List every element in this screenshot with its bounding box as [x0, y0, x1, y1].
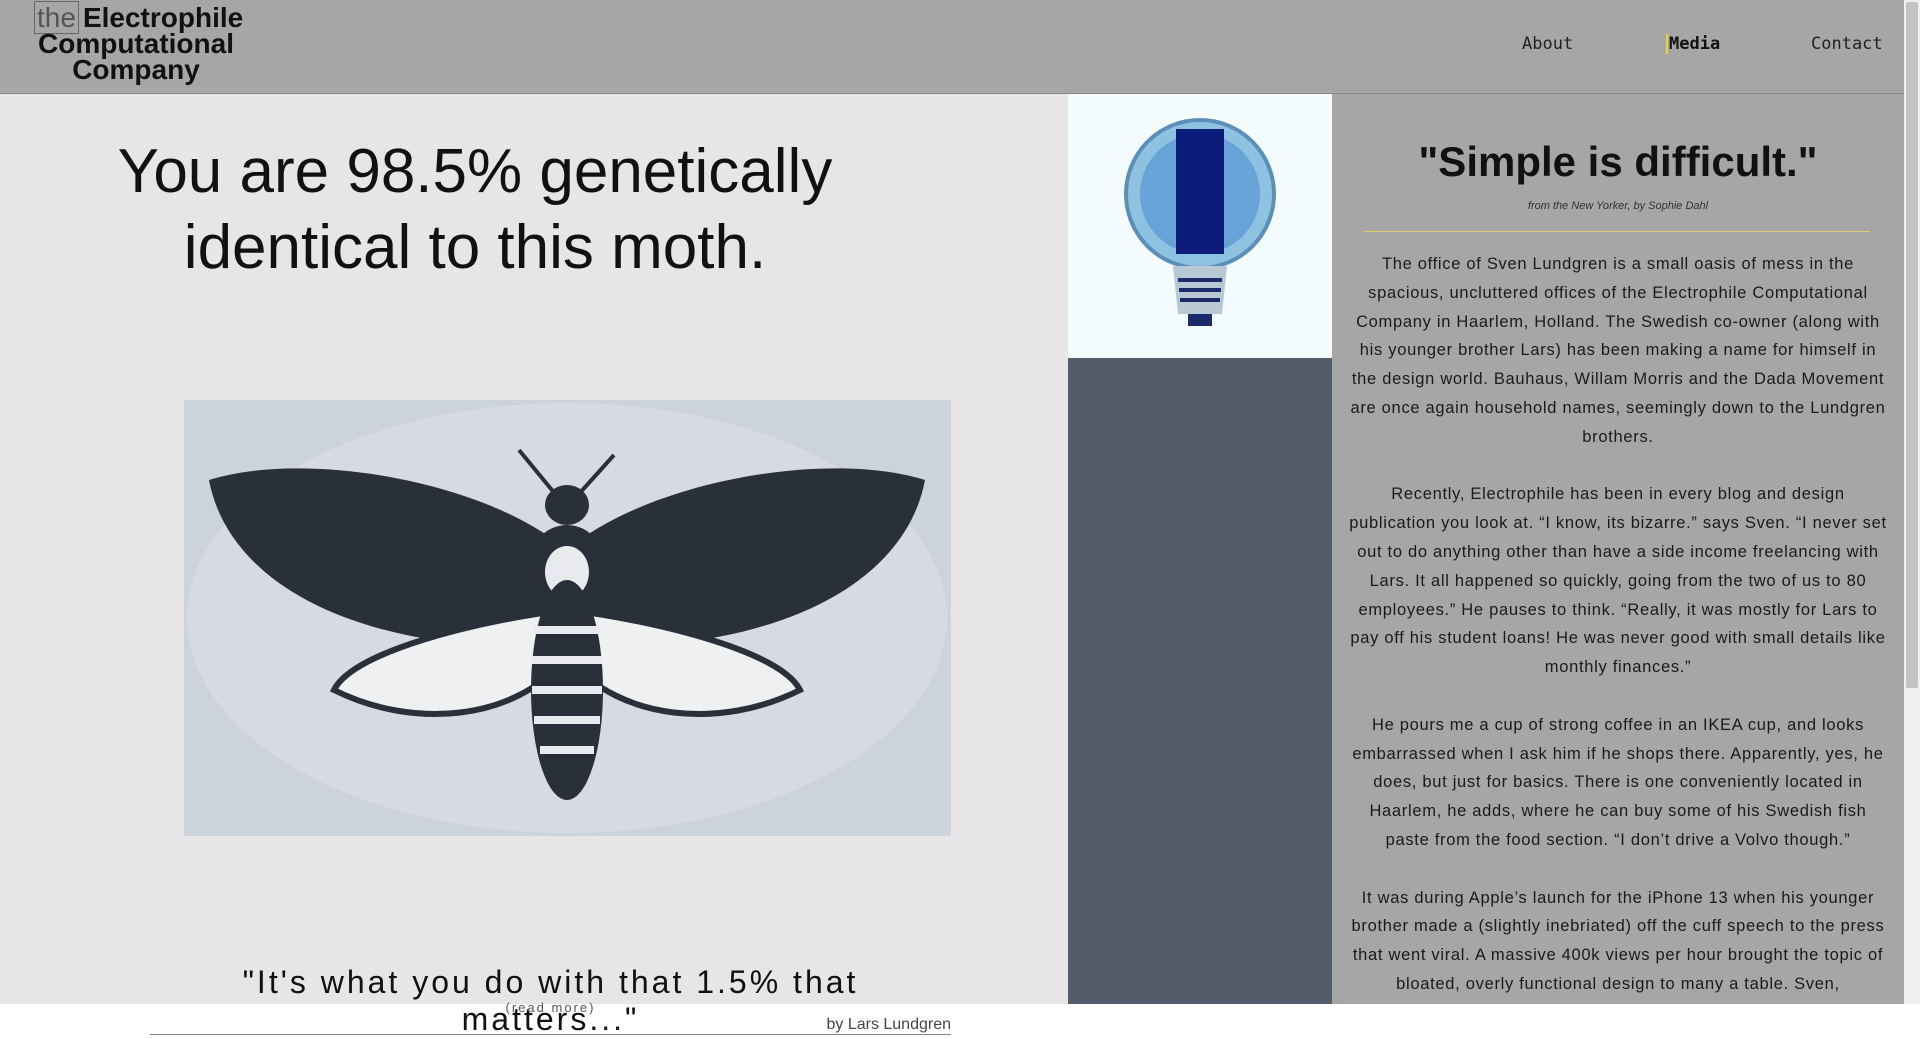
logo-line: Computational — [38, 28, 234, 59]
nav-link[interactable]: About — [1522, 34, 1574, 54]
read-more-link[interactable]: (read more) — [505, 1000, 596, 1015]
article-paragraph: It was during Apple’s launch for the iPh… — [1351, 888, 1885, 993]
logo-line: Company — [72, 54, 200, 85]
divider — [1363, 231, 1870, 232]
scrollbar-thumb[interactable] — [1906, 2, 1918, 688]
header: the Electrophile Computational Company Ab… — [0, 0, 1904, 94]
article-source: from the New Yorker, by Sophie Dahl — [1527, 200, 1709, 212]
nav-link[interactable]: Contact — [1811, 34, 1883, 54]
article-paragraph: The office of Sven Lundgren is a small o… — [1350, 255, 1886, 446]
headline: You are 98.5% genetically — [117, 137, 833, 206]
hero: You are 98.5% genetically identical to t… — [0, 94, 1068, 1037]
article-paragraph: He pours me a cup of strong coffee in an… — [1352, 715, 1884, 849]
article-paragraph: Recently, Electrophile has been in every… — [1349, 485, 1887, 677]
divider — [150, 1034, 951, 1035]
headline: identical to this moth. — [183, 213, 767, 282]
byline: by Lars Lundgren — [826, 1016, 951, 1033]
logo-line: Electrophile — [82, 2, 244, 33]
moth-image — [184, 400, 951, 836]
article-body: The office of Sven Lundgren is a small o… — [1348, 250, 1888, 1004]
bulb-image — [1068, 94, 1332, 358]
nav-link-active[interactable]: Media — [1666, 34, 1720, 54]
logo[interactable]: the Electrophile Computational Company — [34, 1, 243, 85]
article-title: "Simple is difficult." — [1418, 138, 1818, 185]
article: "Simple is difficult." from the New York… — [1332, 94, 1904, 1004]
logo-prefix: the — [34, 1, 79, 34]
